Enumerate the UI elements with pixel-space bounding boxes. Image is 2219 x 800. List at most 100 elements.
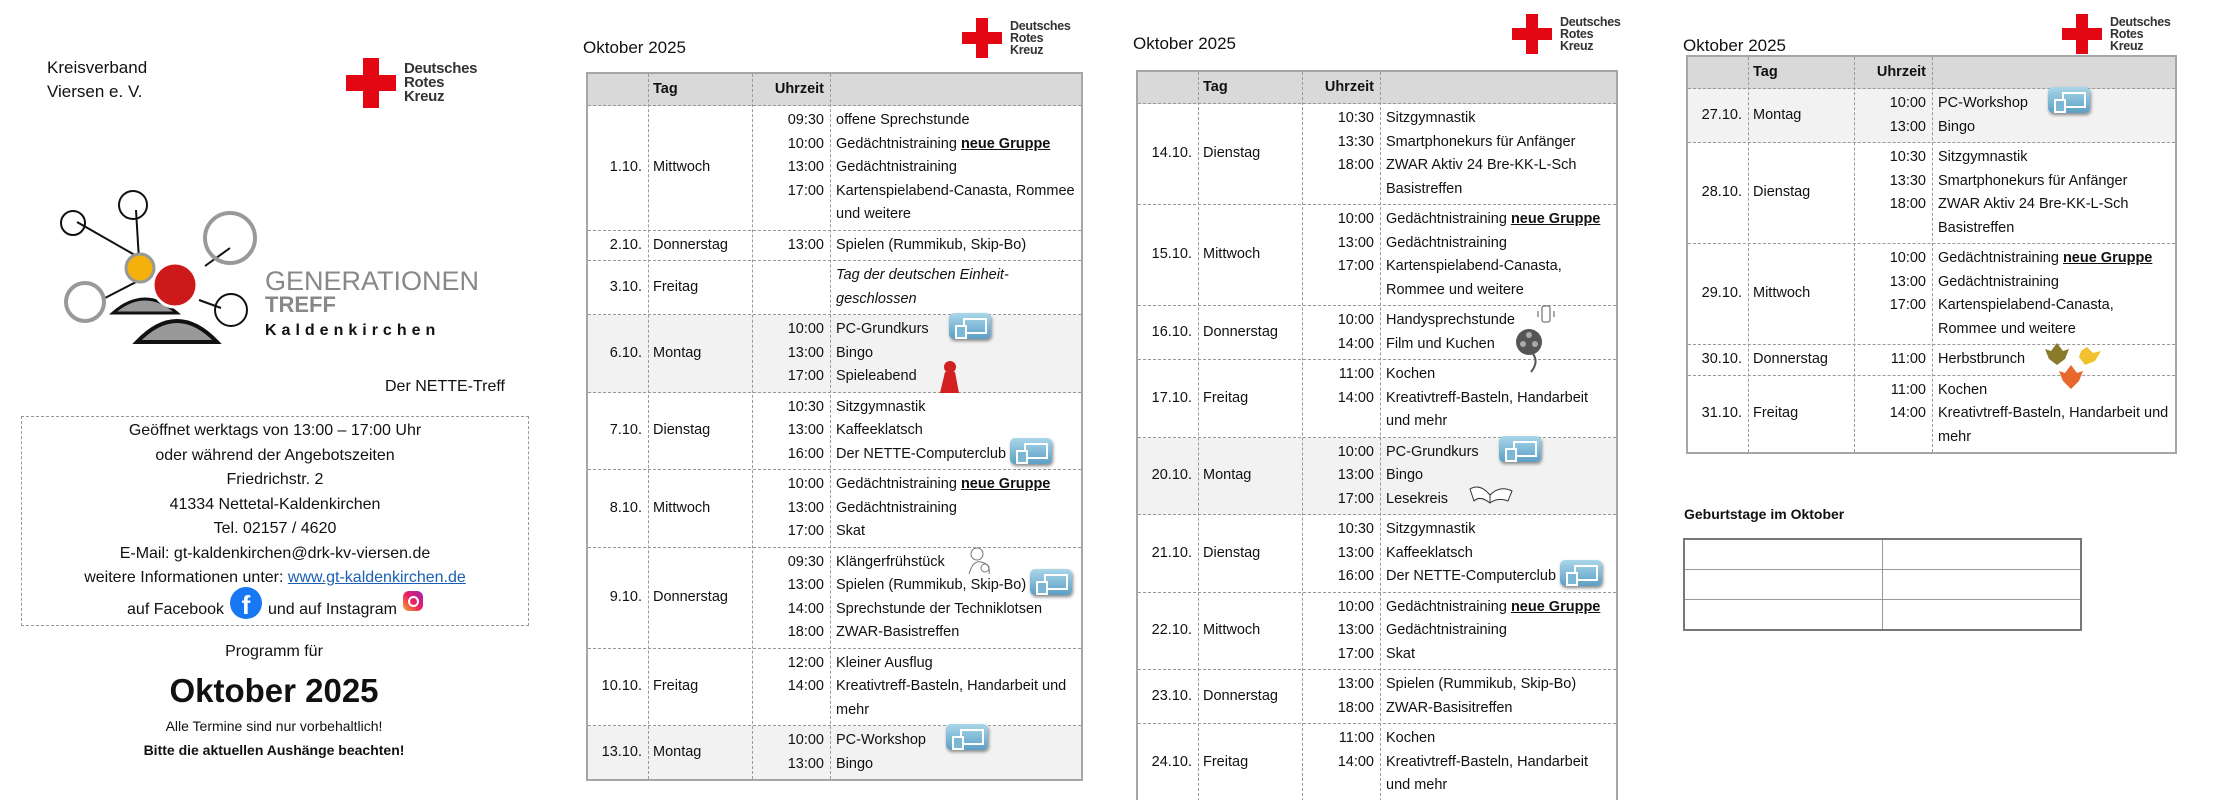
- facebook-icon[interactable]: f: [229, 586, 262, 620]
- entry-activity: Sitzgymnastik: [1386, 521, 1476, 537]
- entry-time: 14:00: [1889, 405, 1926, 421]
- schedule-entry: 14:00 Film und Kuchen: [1302, 328, 1616, 373]
- entry-activity: Kreativtreff-Basteln, Handarbeit und meh…: [836, 678, 1067, 718]
- instagram-icon[interactable]: [402, 590, 423, 611]
- address-street: Friedrichstr. 2: [226, 471, 324, 488]
- new-group-highlight: neue Gruppe: [2062, 250, 2153, 266]
- row-date: 6.10.: [609, 344, 642, 361]
- row-day: Donnerstag: [653, 236, 728, 253]
- schedule-entry: 10:30 Sitzgymnastik: [1302, 518, 1616, 542]
- schedule-entry: 14:00 Sprechstunde der Techniklotsen: [752, 598, 1081, 622]
- more-info-label: weitere Informationen unter:: [84, 569, 288, 586]
- entry-activity: Gedächtnistraining: [1386, 598, 1511, 615]
- birthday-cell[interactable]: [1683, 599, 1883, 631]
- birthday-cell[interactable]: [1882, 599, 2082, 631]
- website-link[interactable]: www.gt-kaldenkirchen.de: [287, 569, 466, 586]
- row-entries: 10:00 PC-Workshop 13:00 Bingo: [1854, 87, 2175, 139]
- row-date: 27.10.: [1701, 106, 1742, 123]
- entry-time: 14:00: [787, 600, 824, 617]
- row-entries: 12:00 Kleiner Ausflug 14:00 Kreativtreff-Ba…: [752, 652, 1081, 723]
- entry-time: 17:00: [1337, 490, 1374, 507]
- row-entries: 09:30 Klängerfrühstück 13:00 Spielen (Rummi…: [752, 547, 1081, 645]
- entry-time: 11:00: [1890, 381, 1926, 398]
- row-entries: 10:30 Sitzgymnastik 13:30 Smartphonekurs fü…: [1854, 146, 2175, 240]
- row-entries: 10:30 Sitzgymnastik 13:30 Smartphonekurs fü…: [1302, 107, 1616, 201]
- birthday-row: [1683, 599, 2082, 631]
- row-day: Dienstag: [1753, 184, 1811, 201]
- row-date: 28.10.: [1701, 184, 1742, 201]
- column-divider: [752, 74, 753, 779]
- entry-activity: PC-Workshop: [1938, 95, 2028, 111]
- entry-time: 18:00: [1337, 699, 1374, 716]
- table-header: Tag Uhrzeit: [1688, 57, 2175, 89]
- org-line-2: Viersen e. V.: [47, 82, 143, 101]
- table-row: 31.10. Freitag 11:00 Kochen 14:00 Kreativtref…: [1688, 376, 2175, 453]
- entry-activity: ZWAR Aktiv 24 Bre-KK-L-Sch Basistreffen: [1386, 157, 1577, 197]
- entry-time: 14:00: [1337, 335, 1374, 352]
- entry-activity: Herbstbrunch: [1938, 351, 2026, 367]
- entry-activity: Kreativtreff-Basteln, Handarbeit und meh…: [1386, 753, 1589, 794]
- schedule-entry: 11:00 Kochen: [1854, 379, 2175, 403]
- entry-time: 14:00: [787, 678, 824, 694]
- row-entries: 09:30 offene Sprechstunde 10:00 Gedächtnist…: [752, 109, 1081, 227]
- table-row: 16.10. Donnerstag 10:00 Handysprechstunde 14…: [1138, 305, 1616, 373]
- row-date: 23.10.: [1151, 687, 1192, 704]
- schedule-entry: 13:30 Smartphonekurs für Anfänger: [1302, 131, 1616, 155]
- schedule-entry: 10:00 PC-Workshop: [752, 724, 1081, 753]
- notice: Bitte die aktuellen Aushänge beachten!: [143, 742, 405, 758]
- row-entries: 11:00 Kochen 14:00 Kreativtreff-Basteln, Ha…: [1854, 379, 2175, 450]
- red-cross-icon: [2062, 14, 2102, 54]
- row-day: Dienstag: [1203, 145, 1261, 162]
- column-divider: [1932, 57, 1933, 452]
- entry-activity: Gedächtnistraining: [836, 159, 957, 175]
- entry-time: 13:00: [787, 422, 824, 438]
- schedule-entry: 13:00 Gedächtnistraining: [1302, 619, 1616, 643]
- row-entries: 10:30 Sitzgymnastik 13:00 Kaffeeklatsch 16:0…: [1302, 518, 1616, 589]
- entry-time: 10:00: [1337, 443, 1374, 460]
- address-city: 41334 Nettetal-Kaldenkirchen: [169, 495, 381, 513]
- entry-activity: Smartphonekurs für Anfänger: [1386, 133, 1576, 150]
- entry-time: 11:00: [1338, 730, 1374, 746]
- drk-logo: Deutsches Rotes Kreuz: [2062, 14, 2171, 54]
- entry-time: 18:00: [1337, 157, 1374, 173]
- schedule-entry: 17:00 Skat: [1302, 643, 1616, 667]
- birthday-cell[interactable]: [1683, 538, 1883, 570]
- schedule-entry: 10:30 Sitzgymnastik: [1854, 146, 2175, 170]
- table-row: 24.10. Freitag 11:00 Kochen 14:00 Kreativtref…: [1138, 724, 1616, 800]
- row-entries: 10:00 Handysprechstunde 14:00 Film und Kuch…: [1302, 305, 1616, 373]
- row-day: Freitag: [1203, 389, 1249, 406]
- row-day: Donnerstag: [1203, 687, 1278, 704]
- row-day: Freitag: [1753, 405, 1799, 421]
- page-month-title: Oktober 2025: [583, 38, 687, 57]
- table-row: 15.10. Mittwoch 10:00 Gedächtnistraining ne…: [1138, 205, 1616, 306]
- birthday-cell[interactable]: [1882, 538, 2082, 570]
- column-divider: [1748, 57, 1749, 452]
- birthday-cell[interactable]: [1882, 569, 2082, 600]
- table-row: 3.10. Freitag Tag der deutschen Einheit-ge…: [588, 261, 1081, 315]
- entry-time: 13:00: [1889, 273, 1926, 290]
- row-day: Dienstag: [1203, 544, 1261, 561]
- row-entries: 13:00 Spielen (Rummikub, Skip-Bo): [752, 234, 1081, 258]
- schedule-entry: 13:00 Spielen (Rummikub, Skip-Bo): [752, 569, 1081, 598]
- row-day: Mittwoch: [653, 159, 711, 175]
- row-date: 13.10.: [601, 743, 642, 760]
- schedule-entry: 11:00 Kochen: [1302, 363, 1616, 387]
- row-day: Montag: [1203, 467, 1252, 483]
- entry-time: 13:00: [1889, 118, 1926, 135]
- row-day: Donnerstag: [653, 588, 728, 605]
- entry-activity: Kaffeeklatsch: [1386, 544, 1473, 561]
- entry-time: 10:00: [787, 135, 824, 152]
- email-address[interactable]: E-Mail: gt-kaldenkirchen@drk-kv-viersen.…: [119, 544, 431, 562]
- schedule-entry: 10:00 Gedächtnistraining neue Gruppe: [1854, 247, 2175, 271]
- header-uhrzeit: Uhrzeit: [1876, 63, 1926, 80]
- schedule-entry: 13:00 Bingo: [1302, 464, 1616, 488]
- row-entries: 10:30 Sitzgymnastik 13:00 Kaffeeklatsch 16:0…: [752, 396, 1081, 467]
- birthday-cell[interactable]: [1683, 569, 1883, 600]
- entry-time: 17:00: [1337, 258, 1374, 274]
- contact-info-box: Geöffnet werktags von 13:00 – 17:00 Uhr …: [21, 416, 529, 626]
- schedule-entry: 13:00 Spielen (Rummikub, Skip-Bo): [752, 234, 1081, 258]
- entry-activity: Sprechstunde der Techniklotsen: [836, 600, 1043, 617]
- entry-time: 10:00: [1337, 598, 1374, 615]
- entry-time: 10:30: [787, 398, 824, 415]
- entry-activity: Kreativtreff-Basteln, Handarbeit und meh…: [1938, 405, 2169, 445]
